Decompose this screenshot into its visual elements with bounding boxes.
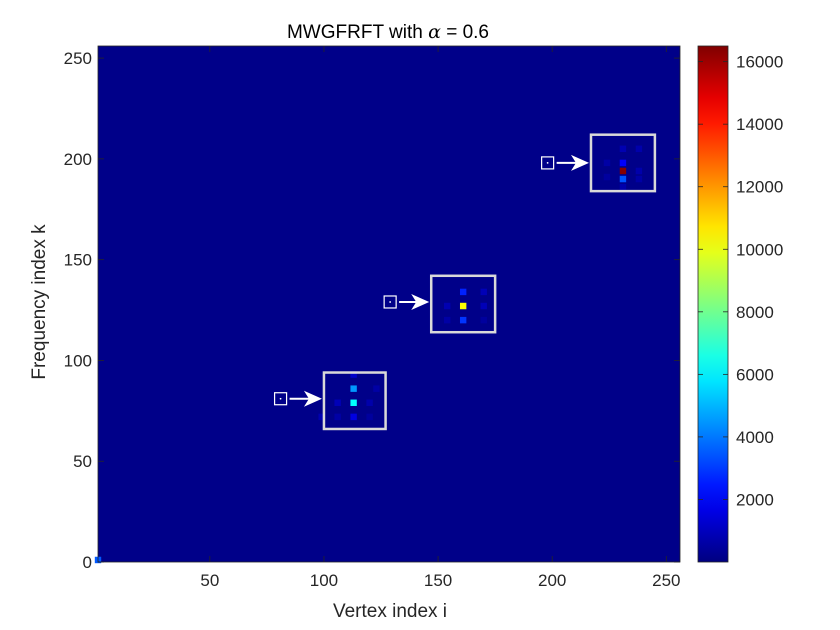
heatmap-cell bbox=[350, 385, 357, 392]
source-marker-dot bbox=[546, 162, 549, 164]
colorbar-tick-label: 8000 bbox=[736, 303, 774, 322]
heatmap-cell bbox=[334, 413, 341, 421]
heatmap-background bbox=[98, 46, 680, 562]
plot-area bbox=[94, 45, 681, 564]
colorbar-tick-label: 12000 bbox=[736, 178, 783, 197]
colorbar-tick-label: 14000 bbox=[736, 115, 783, 134]
heatmap-cell bbox=[480, 288, 487, 296]
heatmap-cell bbox=[619, 145, 627, 153]
x-tick-label: 150 bbox=[424, 571, 452, 590]
x-tick-label: 250 bbox=[652, 571, 680, 590]
y-tick-label: 150 bbox=[64, 251, 92, 270]
colorbar-frame bbox=[697, 45, 729, 563]
y-tick-label: 50 bbox=[73, 452, 92, 471]
x-tick-label: 200 bbox=[538, 571, 566, 590]
heatmap-cell bbox=[444, 316, 451, 324]
arrow-head bbox=[303, 390, 322, 407]
heatmap-cell bbox=[480, 302, 487, 310]
arrow-head bbox=[570, 154, 589, 171]
heatmap-cell bbox=[366, 413, 373, 421]
colorbar: 2000 4000 6000 8000 10000 12000 14000 16000 bbox=[697, 45, 783, 563]
heatmap-cell bbox=[619, 183, 627, 191]
heatmap-cell bbox=[619, 167, 627, 175]
highlight-box bbox=[589, 133, 657, 193]
heatmap-cell bbox=[635, 175, 643, 183]
heatmap-cell bbox=[459, 316, 467, 324]
heatmap-cell bbox=[635, 167, 643, 175]
title-suffix: = 0.6 bbox=[441, 22, 489, 43]
heatmap-cell bbox=[619, 175, 627, 183]
colorbar-tick-label: 10000 bbox=[736, 240, 783, 259]
plot-frame bbox=[97, 45, 681, 563]
y-tick-label: 0 bbox=[83, 553, 92, 572]
y-tick-label: 250 bbox=[64, 49, 92, 68]
colorbar-tick-label: 2000 bbox=[736, 490, 774, 509]
x-axis: 50 100 150 200 250 bbox=[200, 46, 680, 590]
source-marker-dot bbox=[389, 301, 392, 303]
heatmap-cell bbox=[459, 288, 467, 296]
heatmap-cell bbox=[350, 399, 357, 406]
x-tick-label: 100 bbox=[310, 571, 338, 590]
x-tick-label: 50 bbox=[200, 571, 219, 590]
heatmap-cell bbox=[603, 173, 611, 181]
heatmap-cell bbox=[318, 413, 325, 421]
heatmap-cell bbox=[603, 159, 611, 167]
heatmap-cell bbox=[373, 385, 380, 392]
chart-title: MWGFRFT with α = 0.6 bbox=[287, 21, 489, 43]
highlight-box bbox=[429, 274, 497, 334]
colorbar-gradient bbox=[698, 46, 728, 562]
heatmap-cell bbox=[334, 399, 341, 406]
source-marker bbox=[273, 392, 288, 406]
arrow-head bbox=[411, 293, 430, 310]
x-axis-label: Vertex index i bbox=[333, 601, 447, 622]
source-marker-dot bbox=[279, 397, 282, 400]
colorbar-tick-label: 16000 bbox=[736, 53, 783, 72]
source-marker bbox=[541, 156, 555, 170]
heatmap-cell bbox=[459, 302, 467, 310]
y-axis: 0 50 100 150 200 250 bbox=[64, 49, 680, 572]
y-tick-label: 100 bbox=[64, 351, 92, 370]
heatmap-cell bbox=[619, 159, 627, 167]
heatmap-cell bbox=[635, 145, 643, 153]
heatmap-cell bbox=[366, 399, 373, 406]
y-axis-label: Frequency index k bbox=[29, 224, 50, 380]
colorbar-tick-label: 4000 bbox=[736, 428, 774, 447]
colorbar-tick-label: 6000 bbox=[736, 365, 774, 384]
source-marker bbox=[383, 295, 397, 309]
heatmap-cell bbox=[350, 413, 357, 421]
heatmap-cell bbox=[444, 302, 451, 310]
heatmap-cell bbox=[350, 371, 357, 378]
heatmap-cell bbox=[480, 316, 487, 324]
title-alpha-symbol: α bbox=[428, 21, 441, 43]
y-tick-label: 200 bbox=[64, 150, 92, 169]
highlight-box bbox=[322, 371, 387, 431]
title-prefix: MWGFRFT with bbox=[287, 22, 428, 43]
